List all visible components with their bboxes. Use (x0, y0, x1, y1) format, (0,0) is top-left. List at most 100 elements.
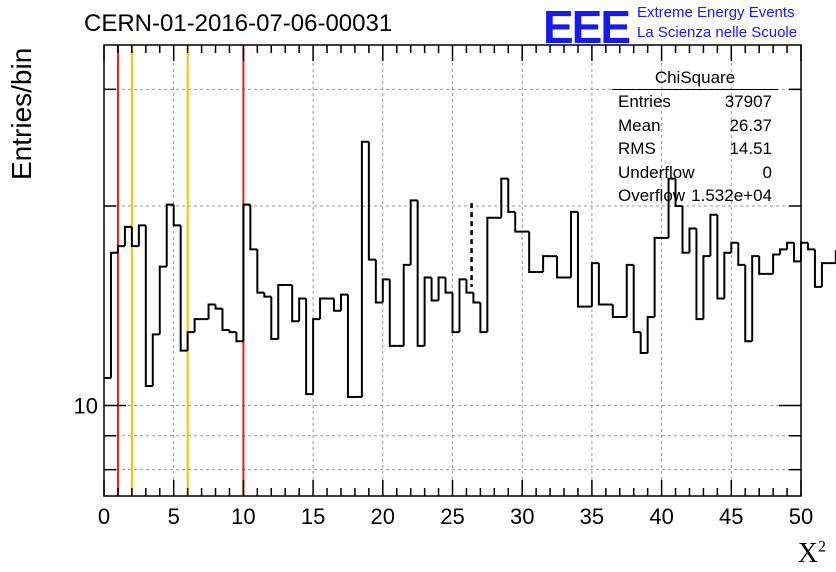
histogram-bin (235, 332, 244, 343)
chart-title: CERN-01-2016-07-06-00031 (84, 10, 393, 37)
histogram-bin (772, 253, 781, 274)
histogram-bin (639, 332, 648, 354)
histogram-bin (667, 177, 676, 238)
histogram-bin (228, 329, 237, 334)
stats-row: Overflow 1.532e+04 (612, 186, 778, 210)
histogram-bin (249, 204, 258, 251)
histogram-bin (360, 140, 369, 397)
histogram-bin (381, 278, 390, 303)
histogram-bin (813, 249, 822, 288)
histogram-bin (458, 278, 467, 333)
x-tick-label: 50 (789, 504, 813, 529)
marker-lines (116, 45, 473, 496)
histogram-bin (388, 279, 397, 347)
histogram-bin (542, 255, 551, 273)
histogram-bin (709, 213, 718, 257)
histogram-bin (820, 262, 829, 287)
histogram-bin (779, 248, 788, 255)
histogram-bin (444, 277, 453, 294)
histogram-bin (758, 256, 767, 275)
eee-logo: EEE (543, 1, 631, 53)
y-tick-label: 10 (74, 393, 98, 418)
histogram-bin (172, 204, 181, 227)
stats-title: ChiSquare (612, 68, 778, 90)
histogram-bin (165, 203, 174, 267)
x-tick-label: 25 (440, 504, 464, 529)
histogram-bin (242, 203, 251, 342)
histogram-bin (786, 241, 795, 250)
histogram-bin (339, 293, 348, 311)
histogram-bin (730, 241, 739, 253)
histogram-bin (374, 259, 383, 304)
axes: 0 5 10 15 20 25 30 35 40 45 50 10 (74, 44, 813, 529)
histogram-bin (416, 200, 425, 347)
histogram-bin (528, 231, 537, 274)
histogram-bin (674, 178, 683, 208)
y-axis-label: Entries/bin (6, 47, 37, 180)
histogram-bin (702, 255, 711, 320)
stats-key: Overflow (618, 186, 686, 205)
histogram-bin (716, 214, 725, 300)
stats-key: Underflow (618, 162, 695, 182)
stats-value: 14.51 (729, 139, 772, 158)
histogram-bin (151, 333, 160, 386)
stats-row: Mean 26.37 (612, 116, 778, 140)
histogram-bin (793, 242, 801, 263)
histogram-bin (800, 241, 808, 262)
histogram-bin (569, 210, 578, 278)
histogram-bin (346, 294, 355, 398)
logo-line-1: Extreme Energy Events (637, 4, 795, 21)
histogram-bin (576, 211, 585, 308)
x-tick-label: 35 (580, 504, 604, 529)
histogram-bin (158, 265, 167, 335)
histogram-bin (514, 211, 523, 233)
histogram-bin (123, 225, 132, 247)
histogram-bin (590, 262, 599, 307)
stats-value: 1.532e+04 (691, 186, 772, 205)
histogram-bin (465, 279, 474, 294)
stats-key: RMS (618, 139, 656, 158)
histogram-bars (104, 140, 836, 398)
histogram-bin (179, 225, 188, 352)
stats-box: ChiSquare Entries 37907 Mean 26.37 RMS 14.5… (612, 68, 778, 210)
histogram-bin (333, 298, 341, 312)
x-tick-label: 5 (168, 504, 180, 529)
histogram-bin (751, 255, 760, 342)
histogram-bin (472, 292, 481, 304)
stats-value: 37907 (724, 92, 772, 111)
histogram-bin (646, 315, 655, 353)
x-tick-label: 15 (301, 504, 325, 529)
histogram-bin (270, 296, 279, 340)
histogram-bin (430, 277, 439, 302)
x-tick-label: 30 (510, 504, 534, 529)
histogram-bin (312, 318, 321, 395)
x-tick-label: 40 (649, 504, 673, 529)
x-axis-label-text: X (797, 538, 818, 569)
stats-value: 0 (762, 162, 772, 182)
stats-key: Entries (618, 92, 671, 111)
histogram-bin (653, 236, 662, 317)
x-tick-label: 20 (371, 504, 395, 529)
histogram-bin (137, 224, 146, 247)
x-tick-label: 45 (719, 504, 743, 529)
histogram-bin (688, 227, 697, 253)
histogram-bin (144, 225, 153, 387)
histogram-bin (597, 263, 606, 306)
histogram-bin (744, 264, 753, 343)
stats-row: RMS 14.51 (612, 139, 778, 163)
histogram-bin (437, 276, 446, 301)
histogram-bin (451, 292, 460, 334)
histogram-bin (479, 302, 488, 334)
histogram-bin (256, 249, 265, 294)
histogram-bin (214, 304, 223, 310)
histogram-bin (507, 178, 516, 213)
x-tick-label: 10 (231, 504, 255, 529)
histogram-bin (277, 283, 286, 339)
histogram-bin (305, 298, 314, 396)
histogram-bin (109, 251, 118, 379)
histogram-bin (500, 177, 509, 218)
x-axis-label-superscript: 2 (818, 538, 826, 556)
histogram-bin (625, 263, 634, 317)
histogram-bin (723, 251, 732, 299)
